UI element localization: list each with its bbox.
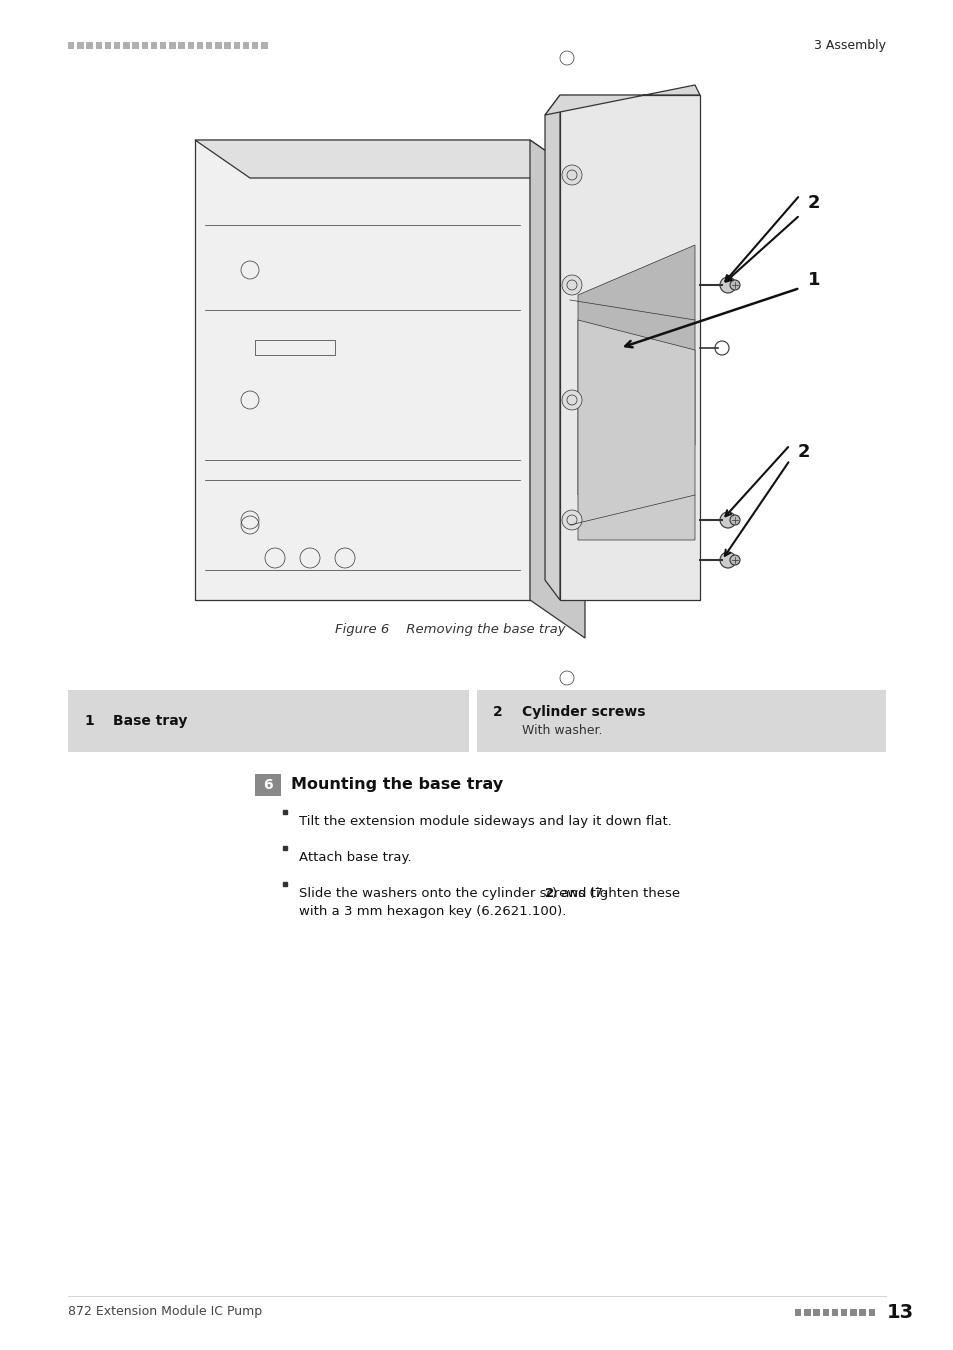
- Bar: [178, 42, 185, 49]
- Text: 872 Extension Module IC Pump: 872 Extension Module IC Pump: [68, 1305, 262, 1319]
- Text: 3 Assembly: 3 Assembly: [813, 39, 885, 51]
- Bar: [254, 340, 335, 355]
- Polygon shape: [194, 140, 584, 178]
- Bar: [169, 42, 175, 49]
- Bar: [224, 42, 231, 49]
- Circle shape: [561, 390, 581, 410]
- Bar: [77, 42, 84, 49]
- Polygon shape: [544, 85, 700, 115]
- Polygon shape: [559, 95, 700, 599]
- Text: 6: 6: [263, 778, 273, 792]
- Bar: [160, 42, 167, 49]
- Polygon shape: [194, 140, 530, 599]
- Bar: [215, 42, 221, 49]
- Text: Mounting the base tray: Mounting the base tray: [291, 778, 502, 792]
- Bar: [243, 42, 249, 49]
- Text: Slide the washers onto the cylinder screws (7-: Slide the washers onto the cylinder scre…: [298, 887, 607, 900]
- Text: 1: 1: [84, 714, 93, 728]
- Text: 13: 13: [886, 1303, 913, 1322]
- Bar: [794, 1310, 801, 1315]
- Bar: [132, 42, 139, 49]
- Bar: [87, 42, 92, 49]
- Bar: [252, 42, 258, 49]
- Text: 1: 1: [807, 271, 820, 289]
- Bar: [841, 1310, 846, 1315]
- Bar: [206, 42, 213, 49]
- Text: 2: 2: [493, 705, 502, 720]
- Text: Tilt the extension module sideways and lay it down flat.: Tilt the extension module sideways and l…: [298, 815, 671, 828]
- Circle shape: [729, 279, 740, 290]
- Circle shape: [561, 510, 581, 531]
- Bar: [803, 1310, 810, 1315]
- Bar: [821, 1310, 828, 1315]
- Circle shape: [720, 277, 735, 293]
- Bar: [68, 42, 74, 49]
- Polygon shape: [530, 140, 584, 639]
- Text: Figure 6    Removing the base tray: Figure 6 Removing the base tray: [335, 624, 565, 636]
- Circle shape: [720, 552, 735, 568]
- Bar: [859, 1310, 865, 1315]
- Bar: [141, 42, 148, 49]
- Text: with a 3 mm hexagon key (6.2621.100).: with a 3 mm hexagon key (6.2621.100).: [298, 904, 566, 918]
- Circle shape: [720, 512, 735, 528]
- Bar: [233, 42, 240, 49]
- Text: 2: 2: [544, 887, 554, 900]
- Circle shape: [729, 514, 740, 525]
- Polygon shape: [578, 244, 695, 495]
- Circle shape: [561, 165, 581, 185]
- Text: Cylinder screws: Cylinder screws: [521, 705, 645, 720]
- Bar: [261, 42, 268, 49]
- Bar: [105, 42, 112, 49]
- Text: Attach base tray.: Attach base tray.: [298, 850, 411, 864]
- Text: 2: 2: [807, 194, 820, 212]
- Bar: [151, 42, 157, 49]
- Bar: [113, 42, 120, 49]
- Text: With washer.: With washer.: [521, 725, 602, 737]
- Polygon shape: [544, 95, 559, 599]
- Bar: [95, 42, 102, 49]
- Text: ) and tighten these: ) and tighten these: [552, 887, 679, 900]
- Bar: [831, 1310, 838, 1315]
- Bar: [254, 774, 281, 796]
- Text: 2: 2: [797, 443, 810, 460]
- Bar: [123, 42, 130, 49]
- Bar: [476, 690, 885, 752]
- Polygon shape: [578, 320, 695, 540]
- Bar: [196, 42, 203, 49]
- Bar: [188, 42, 193, 49]
- Text: Base tray: Base tray: [112, 714, 187, 728]
- Circle shape: [729, 555, 740, 566]
- Circle shape: [561, 275, 581, 296]
- Bar: [813, 1310, 819, 1315]
- Bar: [867, 1310, 874, 1315]
- Bar: [849, 1310, 856, 1315]
- Bar: [68, 690, 469, 752]
